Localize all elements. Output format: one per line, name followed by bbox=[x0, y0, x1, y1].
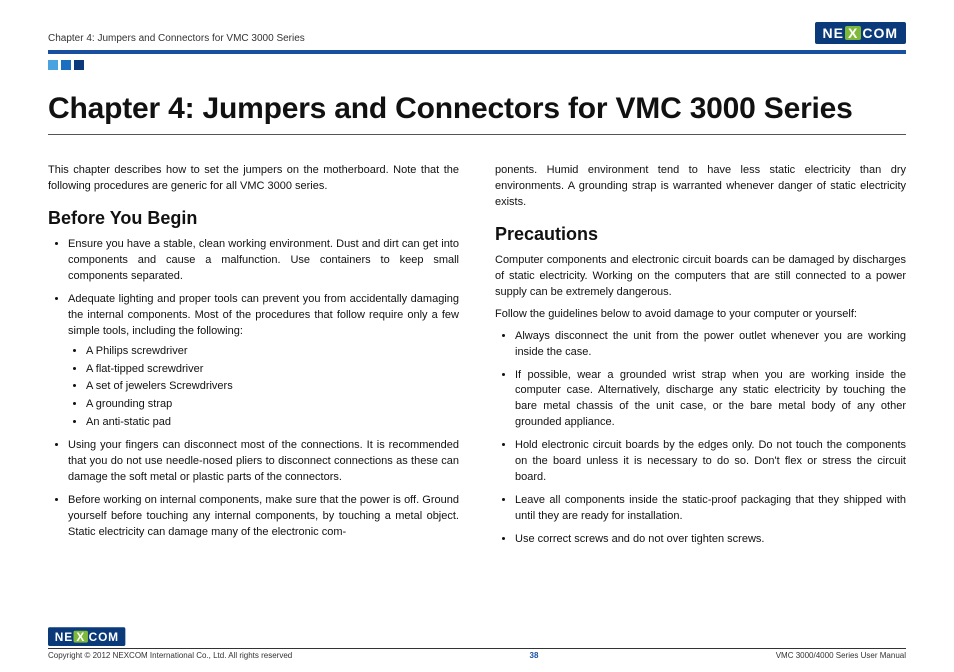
intro-paragraph: This chapter describes how to set the ju… bbox=[48, 163, 459, 195]
footer-rule bbox=[48, 648, 906, 649]
list-item: Hold electronic circuit boards by the ed… bbox=[515, 438, 906, 486]
list-item: Leave all components inside the static-p… bbox=[515, 493, 906, 525]
list-item: A grounding strap bbox=[86, 397, 459, 413]
list-item: An anti-static pad bbox=[86, 415, 459, 431]
copyright-text: Copyright © 2012 NEXCOM International Co… bbox=[48, 651, 292, 660]
square-icon bbox=[61, 60, 71, 70]
list-item: Use correct screws and do not over tight… bbox=[515, 532, 906, 548]
chapter-title: Chapter 4: Jumpers and Connectors for VM… bbox=[48, 92, 906, 126]
footer: NEXCOM Copyright © 2012 NEXCOM Internati… bbox=[48, 624, 906, 660]
before-bullets: Ensure you have a stable, clean working … bbox=[48, 237, 459, 541]
page-number: 38 bbox=[530, 651, 539, 660]
page-container: Chapter 4: Jumpers and Connectors for VM… bbox=[0, 0, 954, 555]
section-heading-before-you-begin: Before You Begin bbox=[48, 205, 459, 231]
square-icon bbox=[48, 60, 58, 70]
list-item: If possible, wear a grounded wrist strap… bbox=[515, 368, 906, 432]
precautions-para-2: Follow the guidelines below to avoid dam… bbox=[495, 307, 906, 323]
precautions-para-1: Computer components and electronic circu… bbox=[495, 253, 906, 301]
logo-part-right: COM bbox=[862, 25, 898, 41]
footer-logo: NEXCOM bbox=[48, 627, 126, 646]
footer-row: Copyright © 2012 NEXCOM International Co… bbox=[48, 651, 906, 660]
continuation-paragraph: ponents. Humid environment tend to have … bbox=[495, 163, 906, 211]
list-item: A set of jewelers Screwdrivers bbox=[86, 379, 459, 395]
list-item: Adequate lighting and proper tools can p… bbox=[68, 292, 459, 432]
column-left: This chapter describes how to set the ju… bbox=[48, 163, 459, 555]
logo-part-x: X bbox=[74, 631, 88, 643]
logo-part-x: X bbox=[845, 26, 861, 40]
list-item: A Philips screwdriver bbox=[86, 344, 459, 360]
header-rule bbox=[48, 50, 906, 54]
list-item: Ensure you have a stable, clean working … bbox=[68, 237, 459, 285]
manual-name: VMC 3000/4000 Series User Manual bbox=[776, 651, 906, 660]
column-right: ponents. Humid environment tend to have … bbox=[495, 163, 906, 555]
list-item: Using your fingers can disconnect most o… bbox=[68, 438, 459, 486]
list-item: A flat-tipped screwdriver bbox=[86, 362, 459, 378]
content-area: Chapter 4: Jumpers and Connectors for VM… bbox=[48, 92, 906, 555]
header-bar: Chapter 4: Jumpers and Connectors for VM… bbox=[48, 22, 906, 48]
logo-part-right: COM bbox=[89, 630, 119, 644]
logo: NEXCOM bbox=[815, 22, 906, 44]
columns: This chapter describes how to set the ju… bbox=[48, 163, 906, 555]
square-icon bbox=[74, 60, 84, 70]
list-item-text: Adequate lighting and proper tools can p… bbox=[68, 293, 459, 337]
header-chapter-label: Chapter 4: Jumpers and Connectors for VM… bbox=[48, 33, 305, 44]
section-heading-precautions: Precautions bbox=[495, 221, 906, 247]
tools-sublist: A Philips screwdriver A flat-tipped scre… bbox=[68, 344, 459, 432]
title-divider bbox=[48, 134, 906, 135]
logo-part-left: NE bbox=[823, 25, 844, 41]
list-item: Before working on internal components, m… bbox=[68, 493, 459, 541]
header-squares bbox=[48, 60, 906, 70]
precautions-bullets: Always disconnect the unit from the powe… bbox=[495, 329, 906, 548]
logo-part-left: NE bbox=[55, 630, 73, 644]
list-item: Always disconnect the unit from the powe… bbox=[515, 329, 906, 361]
